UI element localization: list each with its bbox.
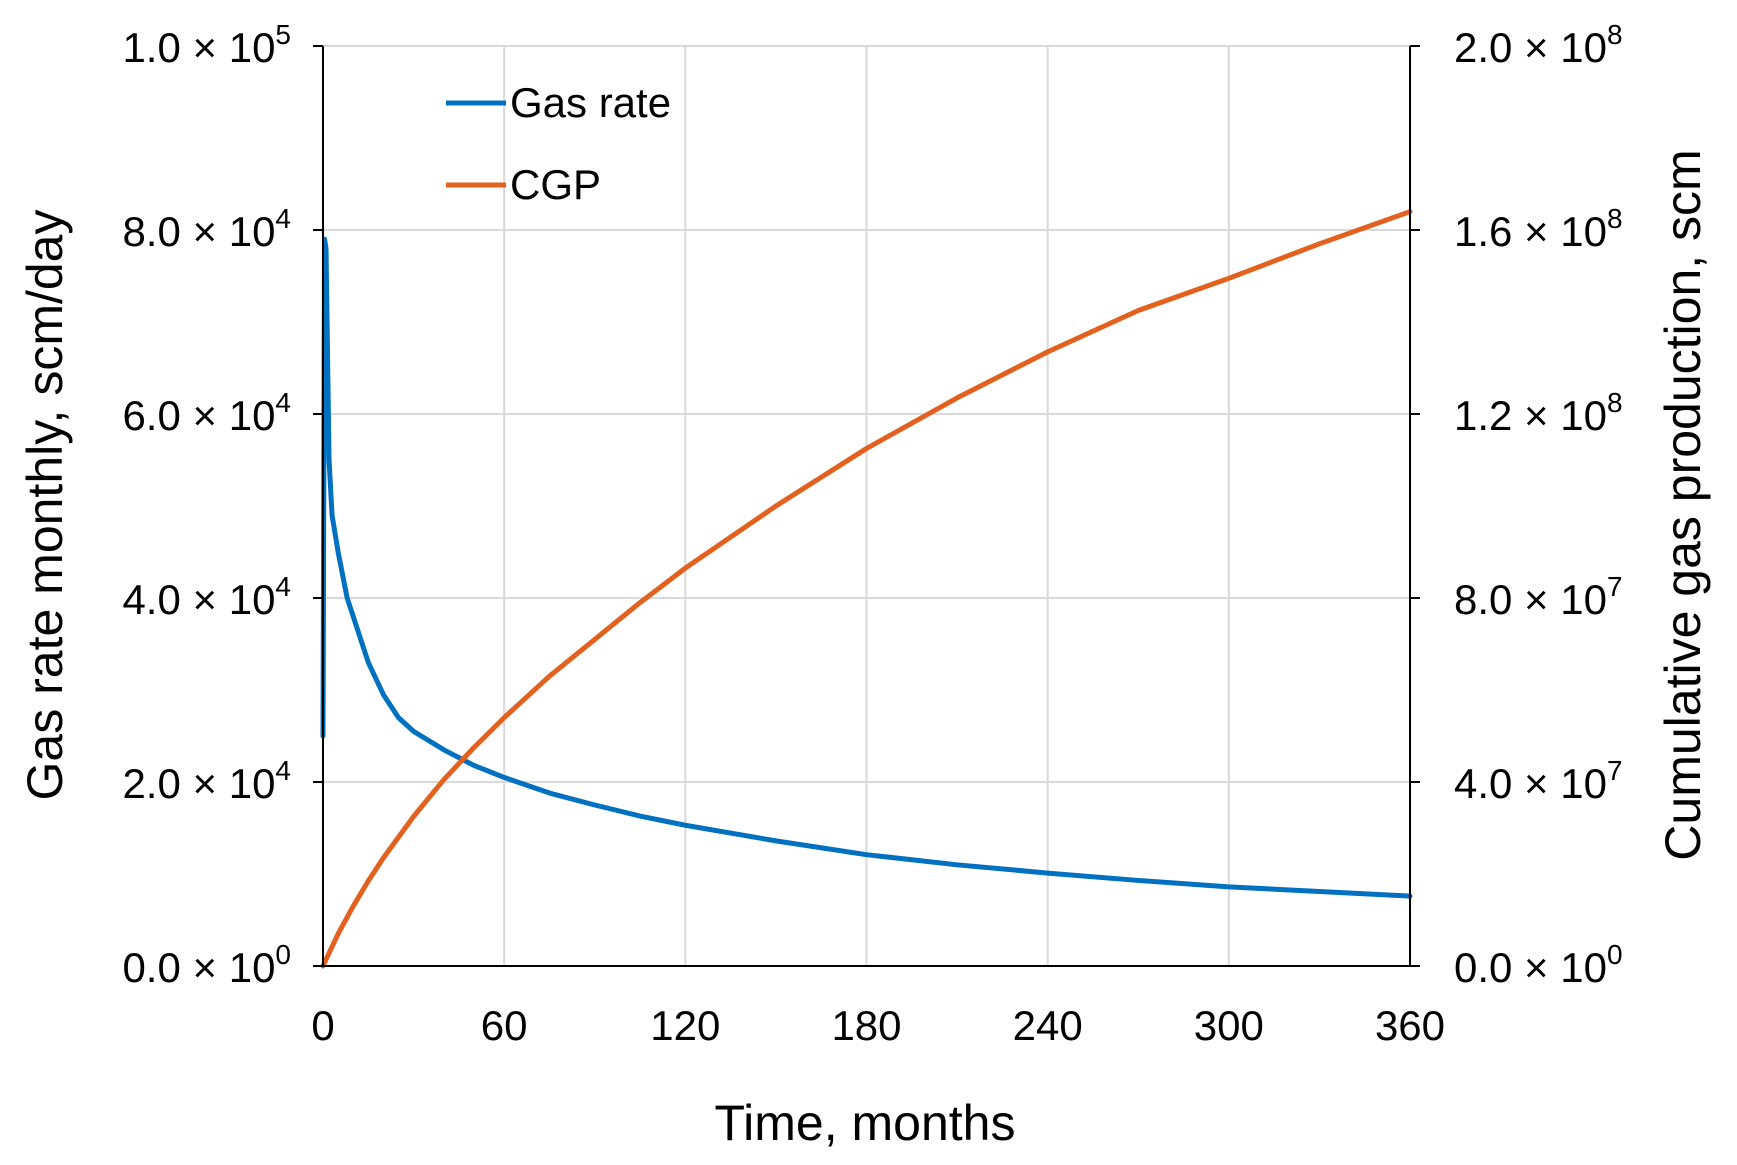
- series-line-cgp: [320, 209, 1413, 969]
- y-left-tick-label: 4.0 × 104: [122, 571, 291, 623]
- x-tick-label: 0: [311, 1002, 334, 1049]
- y-right-tick-label: 1.6 × 108: [1454, 203, 1623, 255]
- legend-label-cgp: CGP: [510, 161, 601, 208]
- y-right-tick-label: 1.2 × 108: [1454, 387, 1623, 439]
- series-line-gas-rate: [320, 236, 1413, 899]
- y-right-tick-label: 0.0 × 100: [1454, 939, 1623, 991]
- y-left-tick-label: 6.0 × 104: [122, 387, 291, 439]
- data-series: [320, 209, 1413, 969]
- y-left-tick-label: 8.0 × 104: [122, 203, 291, 255]
- y-left-tick-label: 1.0 × 105: [122, 19, 291, 71]
- x-axis-title: Time, months: [714, 1095, 1015, 1151]
- y-right-tick-label: 4.0 × 107: [1454, 755, 1623, 807]
- y-right-tick-label: 8.0 × 107: [1454, 571, 1623, 623]
- y-right-tick-label: 2.0 × 108: [1454, 19, 1623, 71]
- y-left-axis-title: Gas rate monthly, scm/day: [17, 210, 73, 801]
- x-tick-label: 60: [481, 1002, 528, 1049]
- x-tick-label: 300: [1194, 1002, 1264, 1049]
- x-tick-label: 360: [1375, 1002, 1445, 1049]
- y-left-tick-label: 0.0 × 100: [122, 939, 291, 991]
- axes: [313, 45, 1420, 967]
- legend-label-gas-rate: Gas rate: [510, 79, 671, 126]
- x-tick-label: 240: [1013, 1002, 1083, 1049]
- x-tick-label: 180: [831, 1002, 901, 1049]
- y-left-tick-label: 2.0 × 104: [122, 755, 291, 807]
- gridlines: [323, 45, 1410, 966]
- y-right-axis-title: Cumulative gas production, scm: [1655, 149, 1711, 860]
- legend: Gas rate CGP: [446, 79, 671, 208]
- x-tick-label: 120: [650, 1002, 720, 1049]
